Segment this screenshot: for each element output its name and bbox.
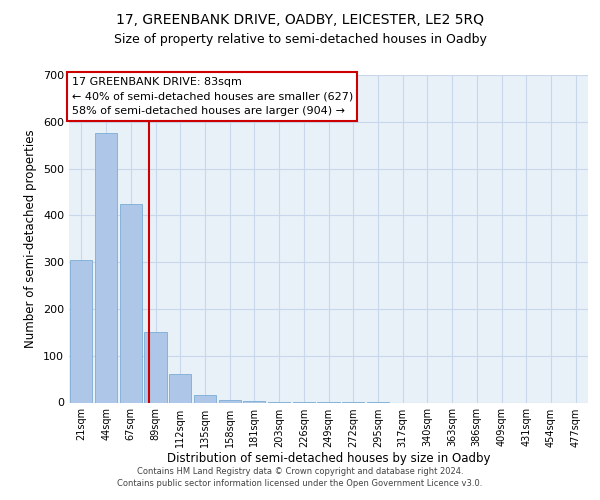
Text: Contains HM Land Registry data © Crown copyright and database right 2024.
Contai: Contains HM Land Registry data © Crown c… (118, 466, 482, 487)
Bar (70, 260, 92, 402)
Bar (169, 374, 191, 402)
Bar (194, 396, 216, 402)
Bar (119, 204, 142, 402)
Bar (243, 401, 265, 402)
Bar (145, 332, 167, 402)
Text: 17, GREENBANK DRIVE, OADBY, LEICESTER, LE2 5RQ: 17, GREENBANK DRIVE, OADBY, LEICESTER, L… (116, 12, 484, 26)
Bar (218, 400, 241, 402)
Text: 17 GREENBANK DRIVE: 83sqm
← 40% of semi-detached houses are smaller (627)
58% of: 17 GREENBANK DRIVE: 83sqm ← 40% of semi-… (71, 76, 353, 116)
X-axis label: Distribution of semi-detached houses by size in Oadby: Distribution of semi-detached houses by … (167, 452, 490, 466)
Y-axis label: Number of semi-detached properties: Number of semi-detached properties (25, 130, 37, 348)
Text: Size of property relative to semi-detached houses in Oadby: Size of property relative to semi-detach… (113, 32, 487, 46)
Bar (95, 134, 117, 402)
